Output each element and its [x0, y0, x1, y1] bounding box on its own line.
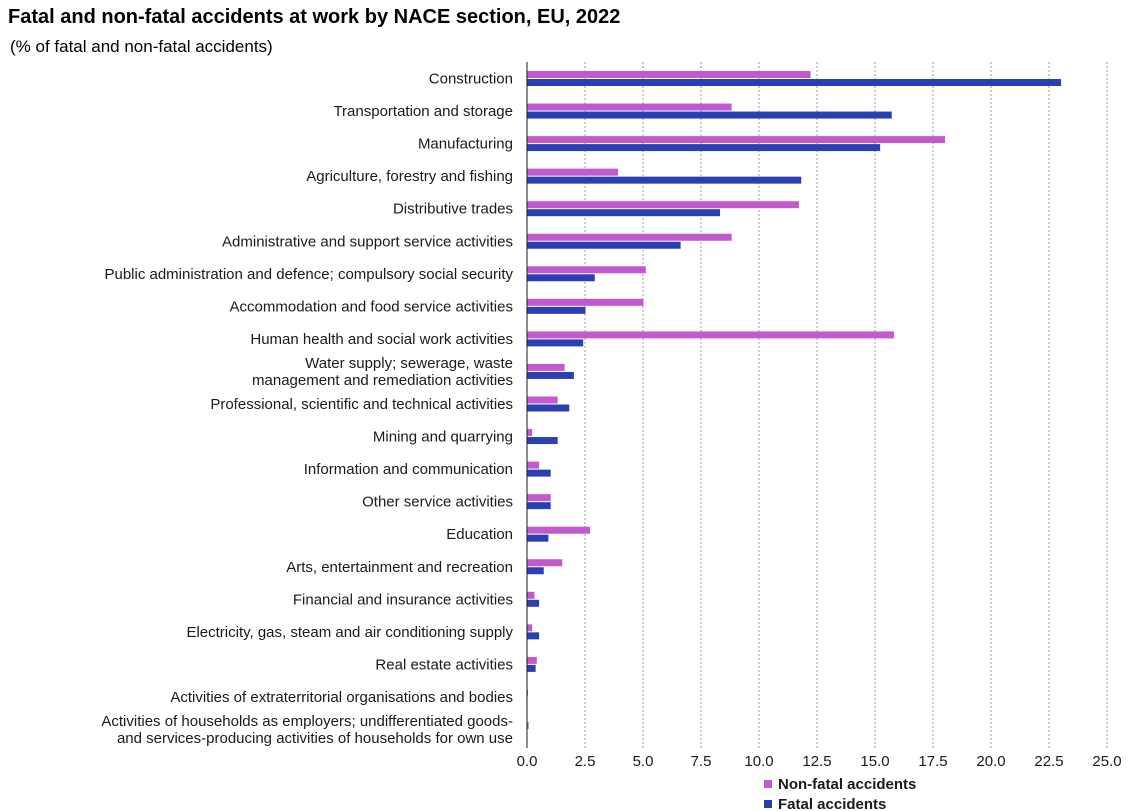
bar-non-fatal	[527, 494, 551, 502]
x-tick-label: 25.0	[1092, 753, 1121, 770]
category-label: Mining and quarrying	[373, 429, 513, 446]
category-labels: Construction Transportation and storage Ma…	[101, 71, 513, 748]
x-tick-label: 22.5	[1034, 753, 1063, 770]
bar-non-fatal	[527, 136, 946, 144]
bar-fatal	[527, 111, 892, 119]
category-label: Manufacturing	[418, 136, 513, 153]
bar-fatal	[527, 371, 574, 379]
bar-non-fatal	[527, 201, 799, 209]
bar-non-fatal	[527, 233, 732, 241]
bar-non-fatal	[527, 168, 618, 176]
category-label: Information and communication	[304, 461, 513, 478]
x-tick-label: 10.0	[744, 753, 773, 770]
bar-non-fatal	[527, 591, 535, 599]
bar-fatal	[527, 404, 570, 412]
category-label: Accommodation and food service activitie…	[230, 298, 513, 315]
category-label: Real estate activities	[375, 656, 513, 673]
x-tick-label: 12.5	[802, 753, 831, 770]
bar-fatal	[527, 339, 584, 347]
category-label: Activities of households as employers; u…	[101, 713, 513, 730]
bar-non-fatal	[527, 363, 565, 371]
category-label: Other service activities	[362, 494, 513, 511]
bars	[527, 71, 1062, 729]
bar-fatal	[527, 144, 881, 152]
category-label: Arts, entertainment and recreation	[286, 559, 513, 576]
bar-fatal	[527, 176, 802, 184]
bar-fatal	[527, 664, 536, 672]
category-label: Professional, scientific and technical a…	[210, 396, 513, 413]
category-label: Agriculture, forestry and fishing	[306, 168, 513, 185]
bar-non-fatal	[527, 396, 558, 404]
bar-non-fatal	[527, 266, 646, 274]
bar-non-fatal	[527, 624, 533, 632]
bar-fatal	[527, 632, 540, 640]
legend-label-fatal: Fatal accidents	[778, 796, 886, 811]
category-label: Administrative and support service activ…	[222, 233, 513, 250]
bar-fatal	[527, 534, 549, 542]
x-tick-label: 2.5	[575, 753, 596, 770]
bar-non-fatal	[527, 656, 537, 664]
category-label: Activities of extraterritorial organisat…	[170, 689, 513, 706]
x-tick-label: 15.0	[860, 753, 889, 770]
bar-fatal	[527, 79, 1062, 86]
bar-fatal	[527, 567, 544, 575]
bar-non-fatal	[527, 331, 895, 339]
category-label: Distributive trades	[393, 201, 513, 218]
legend-label-non-fatal: Non-fatal accidents	[778, 776, 916, 793]
grid-lines	[526, 62, 1108, 748]
legend: Non-fatal accidents Fatal accidents	[764, 776, 916, 811]
bar-fatal	[527, 599, 540, 607]
bar-non-fatal	[527, 103, 732, 111]
bar-fatal	[527, 437, 558, 445]
bar-non-fatal	[527, 526, 591, 534]
bar-fatal	[527, 306, 586, 314]
chart-subtitle: (% of fatal and non-fatal accidents)	[10, 37, 273, 56]
x-tick-label: 5.0	[633, 753, 654, 770]
category-label: management and remediation activities	[252, 372, 513, 389]
bar-non-fatal	[527, 71, 811, 78]
bar-non-fatal	[527, 429, 533, 437]
x-tick-label: 17.5	[918, 753, 947, 770]
category-label: Water supply; sewerage, waste	[305, 355, 513, 372]
bar-non-fatal	[527, 461, 540, 469]
bar-non-fatal	[527, 559, 563, 567]
category-label: Public administration and defence; compu…	[104, 266, 513, 283]
bar-fatal	[527, 469, 551, 477]
bar-fatal	[527, 502, 551, 510]
category-label: Financial and insurance activities	[293, 591, 513, 608]
chart-title: Fatal and non-fatal accidents at work by…	[8, 6, 621, 28]
legend-swatch-non-fatal	[764, 780, 772, 788]
bar-fatal	[527, 209, 721, 217]
category-label: Construction	[429, 71, 513, 88]
bar-fatal	[527, 241, 681, 249]
category-label: and services-producing activities of hou…	[117, 730, 513, 747]
category-label: Transportation and storage	[333, 103, 513, 120]
category-label: Education	[446, 526, 513, 543]
x-tick-label: 20.0	[976, 753, 1005, 770]
legend-swatch-fatal	[764, 800, 772, 808]
bar-non-fatal	[527, 722, 529, 729]
category-label: Human health and social work activities	[250, 331, 513, 348]
x-axis-tick-labels: 0.0 2.5 5.0 7.5 10.0 12.5 15.0 17.5 20.0 22.5 25.0	[517, 753, 1122, 770]
x-tick-label: 0.0	[517, 753, 538, 770]
bar-non-fatal	[527, 298, 644, 306]
category-label: Electricity, gas, steam and air conditio…	[186, 624, 513, 641]
x-tick-label: 7.5	[691, 753, 712, 770]
bar-fatal	[527, 274, 595, 282]
